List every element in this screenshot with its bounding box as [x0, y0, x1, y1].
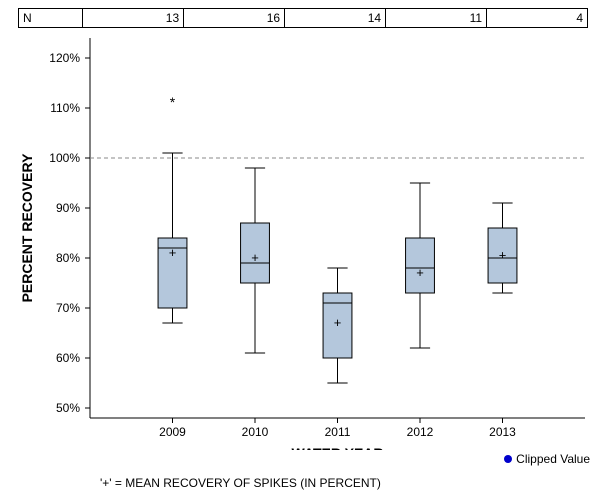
svg-text:120%: 120%	[49, 51, 80, 65]
legend-dot-icon	[504, 455, 512, 463]
svg-text:WATER YEAR: WATER YEAR	[291, 445, 383, 450]
svg-text:2013: 2013	[489, 425, 516, 439]
boxplot-chart: 50% 60% 70% 80% 90% 100% 110% 120% 2009 2010 2011 2…	[0, 0, 600, 450]
svg-text:110%: 110%	[50, 101, 80, 115]
svg-text:60%: 60%	[56, 351, 80, 365]
svg-text:2009: 2009	[159, 425, 186, 439]
svg-text:2010: 2010	[242, 425, 269, 439]
svg-text:70%: 70%	[56, 301, 80, 315]
svg-text:+: +	[499, 248, 507, 263]
svg-text:2012: 2012	[407, 425, 434, 439]
svg-text:*: *	[170, 94, 176, 110]
svg-text:+: +	[251, 250, 259, 265]
svg-text:100%: 100%	[49, 151, 80, 165]
svg-text:80%: 80%	[56, 251, 80, 265]
footnote-text: '+' = MEAN RECOVERY OF SPIKES (IN PERCEN…	[100, 476, 381, 490]
svg-text:50%: 50%	[56, 401, 80, 415]
svg-text:PERCENT RECOVERY: PERCENT RECOVERY	[19, 153, 35, 303]
svg-text:+: +	[169, 245, 177, 260]
legend: Clipped Value	[504, 452, 590, 466]
svg-text:+: +	[416, 265, 424, 280]
svg-text:+: +	[334, 315, 342, 330]
svg-text:90%: 90%	[56, 201, 80, 215]
legend-label: Clipped Value	[516, 452, 590, 466]
svg-text:2011: 2011	[325, 425, 351, 439]
